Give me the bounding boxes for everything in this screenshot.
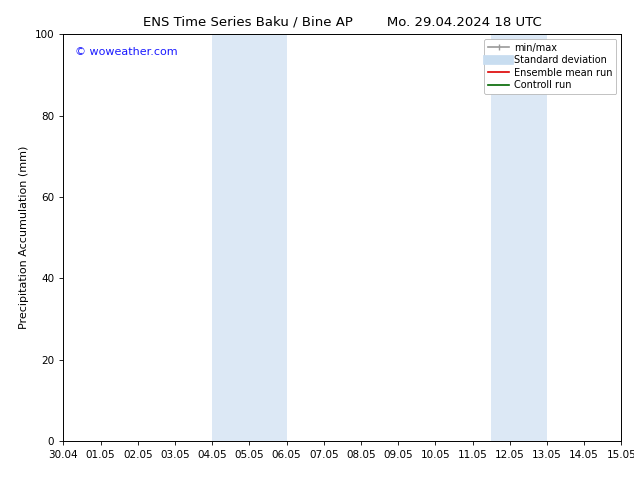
Text: © woweather.com: © woweather.com <box>75 47 177 56</box>
Legend: min/max, Standard deviation, Ensemble mean run, Controll run: min/max, Standard deviation, Ensemble me… <box>484 39 616 94</box>
Bar <box>491 34 547 441</box>
Bar <box>212 34 287 441</box>
Y-axis label: Precipitation Accumulation (mm): Precipitation Accumulation (mm) <box>19 146 29 329</box>
Title: ENS Time Series Baku / Bine AP        Mo. 29.04.2024 18 UTC: ENS Time Series Baku / Bine AP Mo. 29.04… <box>143 16 541 29</box>
